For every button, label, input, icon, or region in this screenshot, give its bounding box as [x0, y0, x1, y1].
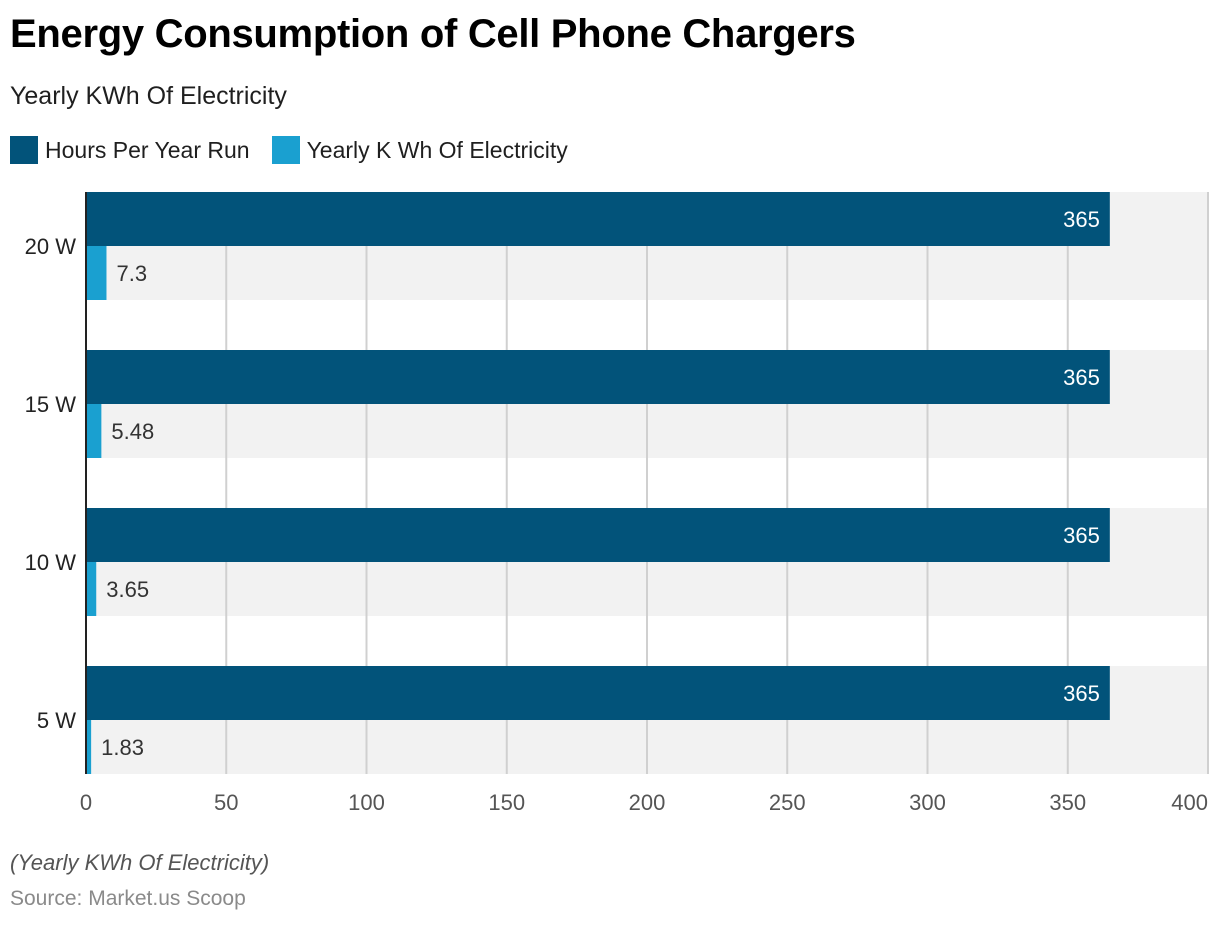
data-label-kwh: 5.48 — [111, 419, 154, 444]
bar-hours — [86, 508, 1110, 562]
chart-subtitle: Yearly KWh Of Electricity — [10, 82, 287, 110]
data-label-hours: 365 — [1063, 681, 1100, 706]
bar-kwh — [86, 562, 97, 616]
data-label-hours: 365 — [1063, 365, 1100, 390]
legend-item-kwh[interactable]: Yearly K Wh Of Electricity — [271, 136, 568, 164]
bar-kwh — [86, 720, 92, 774]
x-tick-label: 400 — [1171, 790, 1208, 815]
x-tick-label: 250 — [769, 790, 806, 815]
legend: Hours Per Year Run Yearly K Wh Of Electr… — [10, 136, 590, 164]
x-tick-label: 350 — [1049, 790, 1086, 815]
chart-source: Source: Market.us Scoop — [10, 887, 246, 910]
legend-swatch-kwh — [271, 136, 300, 164]
legend-swatch-hours — [10, 136, 38, 164]
data-label-kwh: 7.3 — [116, 261, 147, 286]
category-label: 5 W — [37, 708, 76, 733]
category-label: 15 W — [25, 392, 77, 417]
bar-kwh — [86, 246, 107, 300]
x-tick-label: 200 — [629, 790, 666, 815]
legend-label-hours: Hours Per Year Run — [45, 136, 250, 163]
data-label-hours: 365 — [1063, 523, 1100, 548]
data-label-hours: 365 — [1063, 207, 1100, 232]
data-label-kwh: 3.65 — [106, 577, 149, 602]
x-tick-label: 150 — [488, 790, 525, 815]
category-label: 20 W — [25, 234, 77, 259]
category-label: 10 W — [25, 550, 77, 575]
bar-hours — [86, 666, 1110, 720]
legend-label-kwh: Yearly K Wh Of Electricity — [306, 136, 568, 163]
x-tick-label: 50 — [214, 790, 238, 815]
x-tick-label: 0 — [80, 790, 92, 815]
bar-kwh — [86, 404, 102, 458]
data-label-kwh: 1.83 — [101, 735, 144, 760]
bar-hours — [86, 192, 1110, 246]
x-tick-label: 300 — [909, 790, 946, 815]
chart-title: Energy Consumption of Cell Phone Charger… — [10, 12, 856, 56]
legend-item-hours[interactable]: Hours Per Year Run — [10, 136, 250, 164]
chart-note: (Yearly KWh Of Electricity) — [10, 850, 270, 875]
bar-hours — [86, 350, 1110, 404]
x-tick-label: 100 — [348, 790, 385, 815]
